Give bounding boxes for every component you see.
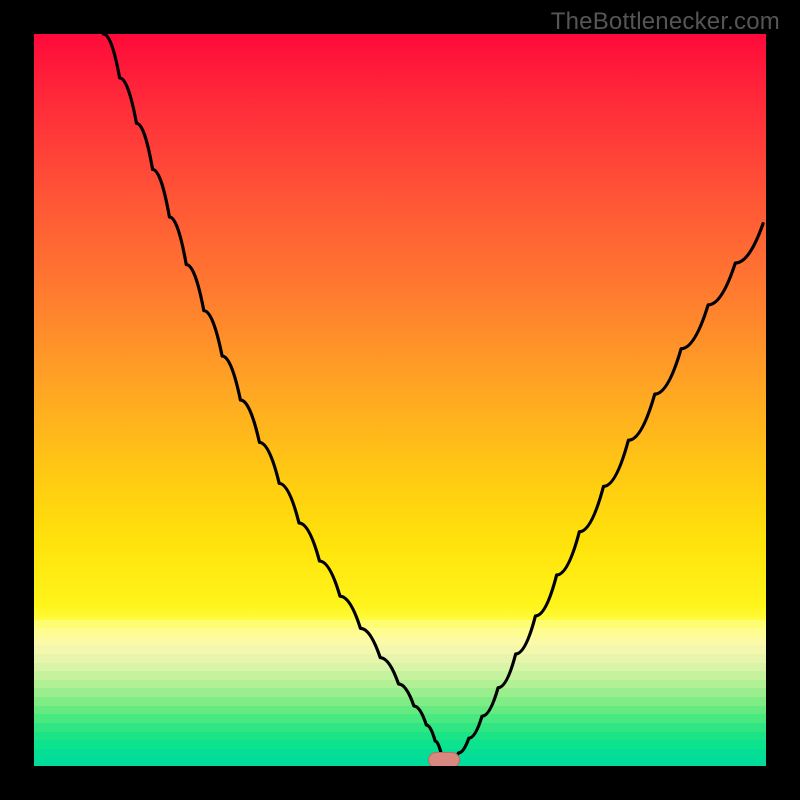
optimum-marker <box>428 752 460 766</box>
watermark-text: TheBottlenecker.com <box>551 8 780 36</box>
plot-area <box>34 34 766 766</box>
bottleneck-curve <box>34 34 766 766</box>
curve-path <box>104 34 764 762</box>
chart-stage: TheBottlenecker.com <box>0 0 800 800</box>
